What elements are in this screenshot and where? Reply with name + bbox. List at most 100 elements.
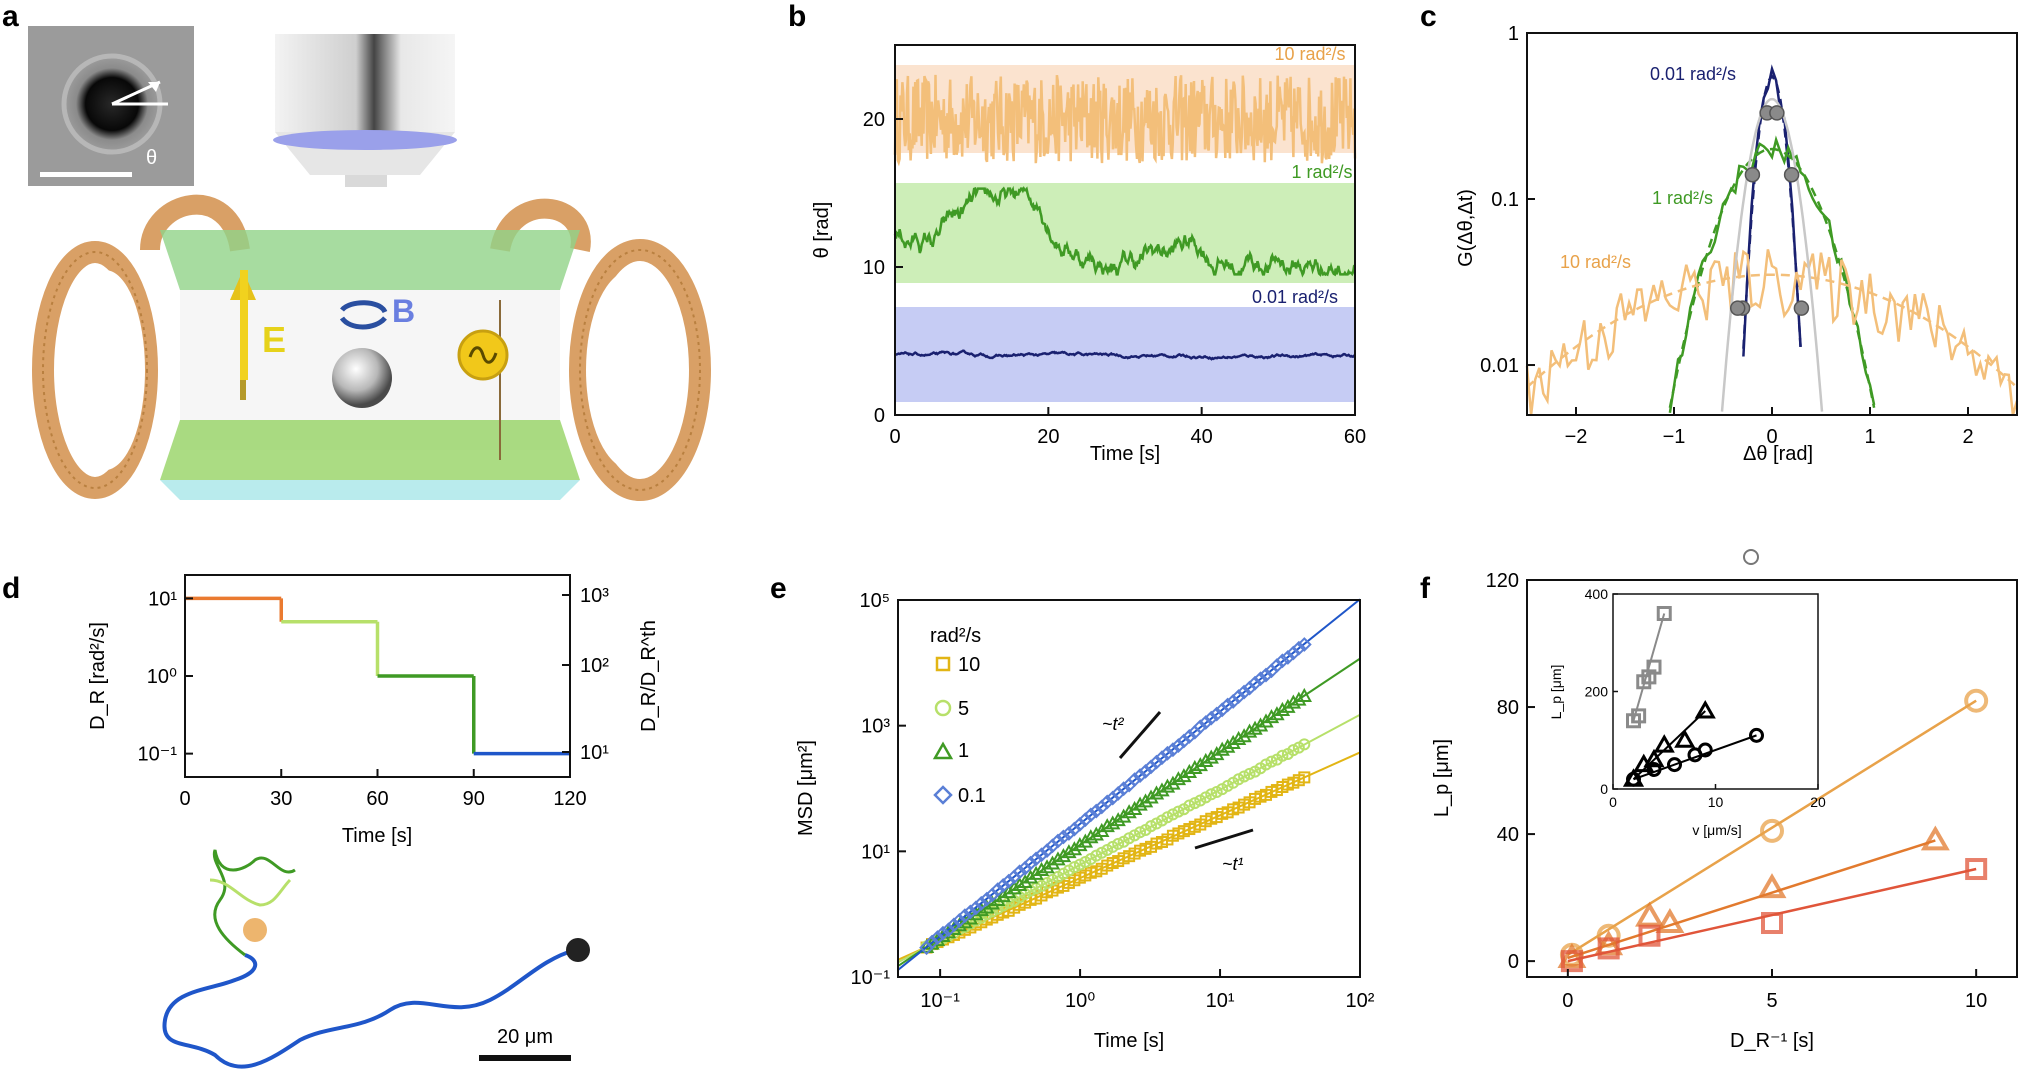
c-grey-fit: [1720, 97, 1824, 412]
e-point-1: [1143, 789, 1159, 804]
b-series-line-2: [894, 349, 1356, 361]
e-point-01: [1192, 719, 1208, 735]
e-point-01: [995, 878, 1011, 893]
f-point-square: [1560, 950, 1583, 973]
e-legend-label-01: 0.1: [958, 785, 986, 807]
f-inset-point-triangle: [1694, 699, 1716, 719]
panel-letter-e: e: [770, 572, 787, 605]
e-point-01: [1170, 738, 1186, 754]
e-xlabel: Time [s]: [1094, 1030, 1164, 1052]
d-ytick-label: 10¹: [148, 588, 177, 610]
e-point-01: [935, 925, 951, 941]
e-point-01: [1110, 786, 1126, 801]
e-annotation-t1: ~t¹: [1222, 854, 1244, 874]
e-point-01: [1045, 838, 1060, 854]
e-point-1: [1105, 815, 1121, 830]
e-point-1: [1132, 796, 1148, 811]
e-point-01: [1066, 821, 1082, 837]
c-xlabel: Δθ [rad]: [1743, 443, 1813, 465]
e-legend: 10 5 1 0.1: [932, 654, 986, 807]
e-point-1: [1121, 804, 1137, 819]
e-point-01: [1061, 826, 1077, 841]
panel-e-chart: 10⁻¹ 10⁰ 10¹ 10² 10⁻¹ 10¹ 10³ 10⁵ rad²/s 10 5 1…: [795, 590, 1375, 1052]
e-point-01: [1001, 873, 1017, 889]
e-point-01: [924, 934, 940, 950]
f-inset-ytick-label: 200: [1585, 684, 1609, 700]
f-inset-point-triangle: [1643, 748, 1665, 768]
e-point-01: [1017, 860, 1033, 876]
e-point-01: [979, 891, 995, 907]
f-point-triangle: [1557, 942, 1587, 968]
e-point-1: [1148, 785, 1165, 800]
e-point-1: [1274, 701, 1291, 716]
e-point-01: [1280, 650, 1296, 665]
c-grey-point: [1793, 300, 1810, 316]
e-point-01: [1050, 833, 1066, 849]
e-legend-marker-01: [933, 785, 953, 805]
e-point-5: [1112, 837, 1125, 850]
f-inset-xtick-label: 20: [1810, 794, 1826, 810]
e-point-5: [1172, 805, 1185, 818]
c-xtick-label: 1: [1864, 426, 1875, 448]
f-point-triangle: [1594, 930, 1624, 956]
f-inset-point-square: [1646, 659, 1662, 675]
e-point-01: [990, 882, 1006, 898]
e-point-01: [1083, 807, 1099, 823]
b-xlabel: Time [s]: [1090, 443, 1160, 465]
f-outlier-marker: [1743, 549, 1759, 565]
e-point-01: [1231, 689, 1247, 704]
e-point-01: [952, 913, 967, 928]
f-inset-point-triangle: [1653, 734, 1675, 753]
e-point-1: [1192, 757, 1208, 772]
e-point-01: [1012, 864, 1028, 880]
f-inset-point-circle: [1667, 757, 1682, 773]
b-axes-frame: [894, 44, 1356, 416]
e-point-01: [1077, 812, 1093, 828]
e-xtick-label: 10⁻¹: [920, 990, 960, 1012]
e-point-01: [962, 904, 978, 920]
e-point-01: [1225, 694, 1241, 709]
b-series-label-10: 10 rad²/s: [1274, 44, 1345, 64]
e-point-01: [1023, 855, 1038, 871]
c-xtick-label: 0: [1766, 426, 1777, 448]
b-xtick-label: 60: [1344, 426, 1366, 448]
e-point-01: [1116, 781, 1132, 797]
f-inset-xtick-label: 0: [1609, 794, 1617, 810]
e-point-1: [1219, 738, 1236, 753]
e-point-01: [1253, 671, 1268, 687]
f-ytick-label: 120: [1486, 570, 1519, 592]
e-point-1: [1247, 720, 1263, 735]
e-point-01: [1198, 715, 1214, 730]
microscope-inset: θ: [28, 26, 194, 186]
f-xtick-label: 5: [1766, 990, 1777, 1012]
d-xtick-label: 120: [553, 788, 586, 810]
e-point-5: [1298, 738, 1311, 751]
e-point-1: [1230, 730, 1247, 745]
c-series-fit-2: [1526, 273, 2018, 389]
panel-d-chart: 0 30 60 90 120 10⁻¹ 10⁰ 10¹ 10¹ 10² 10³ Time [s] D…: [87, 574, 660, 1069]
f-inset-point-square: [1631, 708, 1647, 724]
e-point-01: [1209, 706, 1225, 722]
e-point-1: [1269, 706, 1285, 721]
e-point-1: [957, 914, 973, 929]
e-point-01: [946, 917, 962, 933]
coil-right: [569, 239, 711, 501]
theta-label: θ: [146, 147, 157, 169]
scale-bar: [40, 172, 132, 177]
e-point-01: [1138, 763, 1153, 779]
e-ytick-label: 10⁵: [859, 590, 890, 612]
e-point-01: [1006, 869, 1022, 885]
e-xtick-label: 10⁰: [1065, 990, 1095, 1012]
e-slope-t2: [1118, 711, 1162, 759]
e-point-01: [968, 900, 984, 916]
e-point-01: [1214, 702, 1230, 718]
d-xtick-label: 30: [270, 788, 292, 810]
c-series-fit-0: [1742, 73, 1802, 349]
e-point-01: [1165, 742, 1181, 758]
coil-left: [32, 241, 158, 499]
f-inset-point-circle: [1646, 762, 1662, 777]
e-annotation-t2: ~t²: [1102, 714, 1125, 734]
e-point-01: [941, 922, 956, 938]
e-point-1: [1077, 833, 1094, 848]
e-point-1: [1170, 771, 1187, 786]
